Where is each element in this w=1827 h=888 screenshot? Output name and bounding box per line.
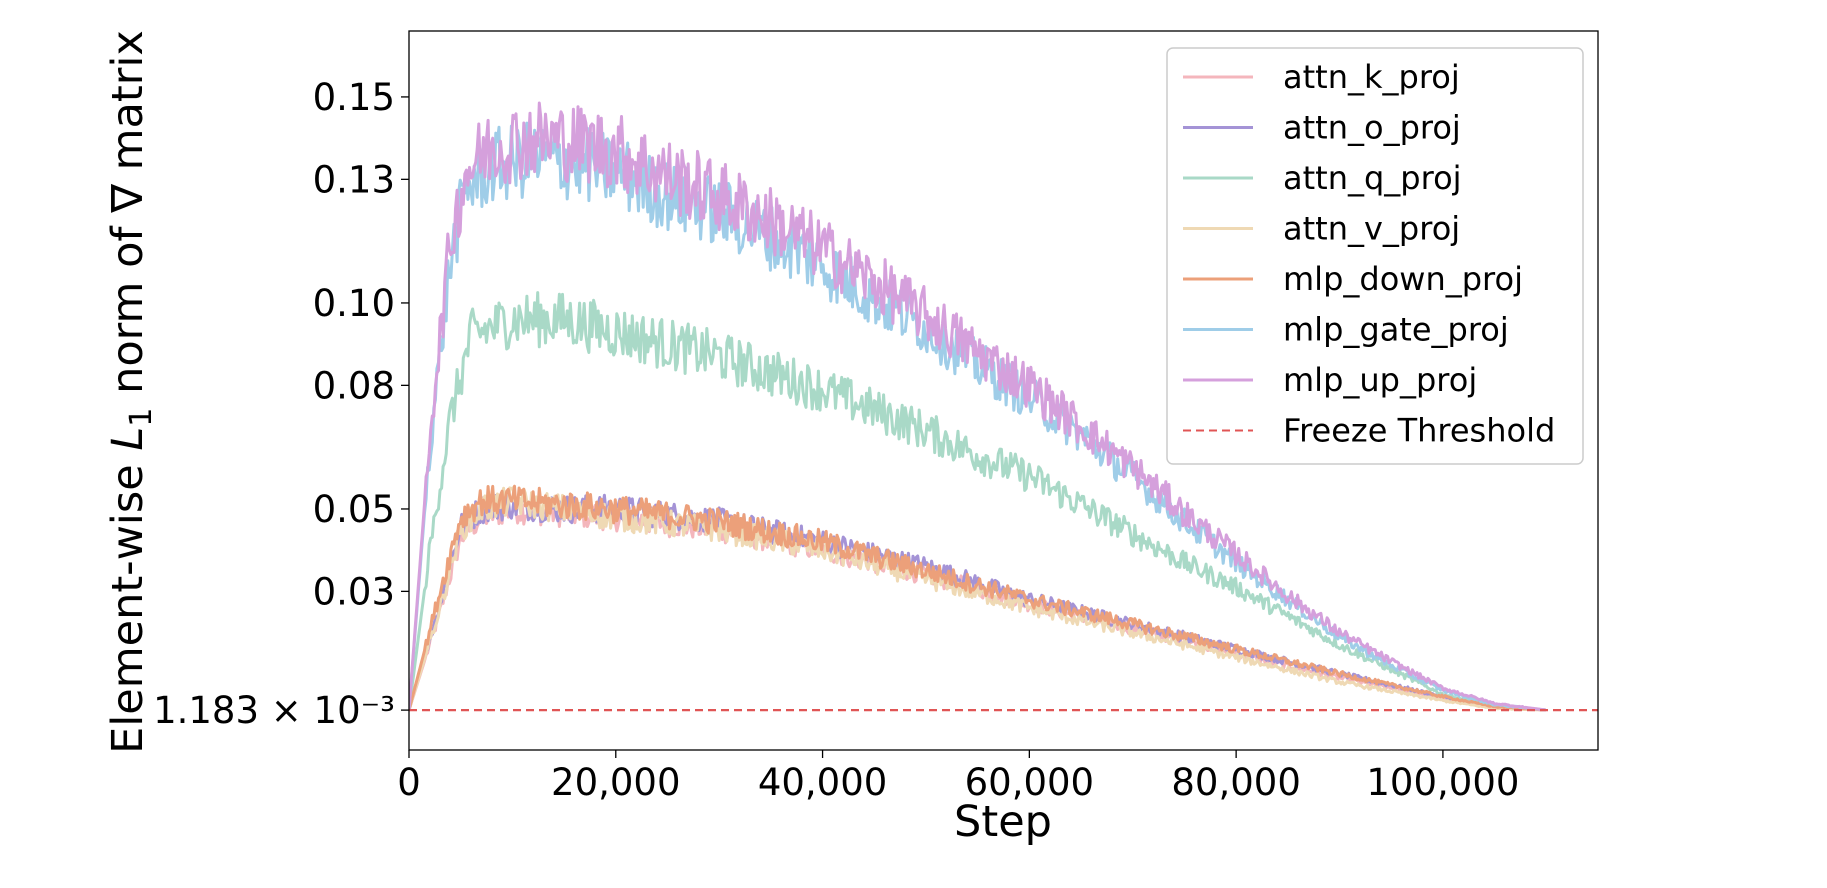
y-axis-title-subscript: 1 (124, 408, 159, 427)
legend-label: attn_q_proj (1283, 159, 1462, 197)
y-axis-title-symbol: L (103, 427, 153, 451)
legend-label: attn_k_proj (1283, 58, 1460, 96)
legend-item-attn-o-proj: attn_o_proj (1183, 109, 1461, 147)
y-tick-label: 0.03 (313, 570, 395, 613)
y-tick-label: 0.10 (313, 282, 395, 325)
y-axis-title: Element-wise L1 norm of ∇ matrix (103, 30, 159, 754)
legend-label: mlp_down_proj (1283, 260, 1523, 298)
y-axis-title-prefix: Element-wise (103, 451, 153, 754)
legend-frame (1166, 47, 1584, 465)
x-tick-label: 60,000 (965, 761, 1094, 804)
legend-item-mlp-up-proj: mlp_up_proj (1183, 361, 1477, 399)
legend-items: attn_k_proj attn_o_proj attn_q_proj attn_v_… (1183, 58, 1555, 450)
y-axis-title-suffix: norm of ∇ matrix (103, 30, 153, 407)
legend-label: attn_v_proj (1283, 210, 1460, 248)
y-axis: 1.183 × 10⁻³ 0.03 0.05 0.08 0.10 0.13 0.15 (153, 76, 409, 732)
legend-item-attn-v-proj: attn_v_proj (1183, 210, 1460, 248)
x-tick-label: 0 (397, 761, 421, 804)
legend-item-attn-k-proj: attn_k_proj (1183, 58, 1460, 96)
x-axis: 0 20,000 40,000 60,000 80,000 100,000 (397, 750, 1519, 804)
legend: attn_k_proj attn_o_proj attn_q_proj attn_v_… (1166, 47, 1584, 465)
plot-frame (408, 30, 1599, 751)
series-line-mlp-down-proj (409, 484, 1546, 712)
y-tick-label: 0.05 (313, 488, 395, 531)
series-line-mlp-up-proj (409, 101, 1546, 712)
legend-label: mlp_gate_proj (1283, 311, 1509, 349)
legend-item-freeze-threshold: Freeze Threshold (1183, 412, 1555, 450)
x-tick-label: 20,000 (551, 761, 680, 804)
x-tick-label: 100,000 (1366, 761, 1519, 804)
series-line-attn-q-proj (409, 291, 1546, 712)
x-tick-label: 80,000 (1171, 761, 1300, 804)
legend-item-mlp-down-proj: mlp_down_proj (1183, 260, 1523, 298)
y-tick-label: 0.13 (313, 158, 395, 201)
legend-label: attn_o_proj (1283, 109, 1461, 147)
legend-label: mlp_up_proj (1283, 361, 1477, 399)
y-tick-label: 1.183 × 10⁻³ (153, 689, 395, 732)
legend-item-mlp-gate-proj: mlp_gate_proj (1183, 311, 1509, 349)
legend-item-attn-q-proj: attn_q_proj (1183, 159, 1462, 197)
x-tick-label: 40,000 (758, 761, 887, 804)
x-axis-title: Step (954, 797, 1052, 847)
series-layer (409, 101, 1546, 712)
legend-label: Freeze Threshold (1283, 412, 1555, 450)
series-line-attn-v-proj (409, 486, 1546, 712)
y-tick-label: 0.08 (313, 364, 395, 407)
y-tick-label: 0.15 (313, 76, 395, 119)
